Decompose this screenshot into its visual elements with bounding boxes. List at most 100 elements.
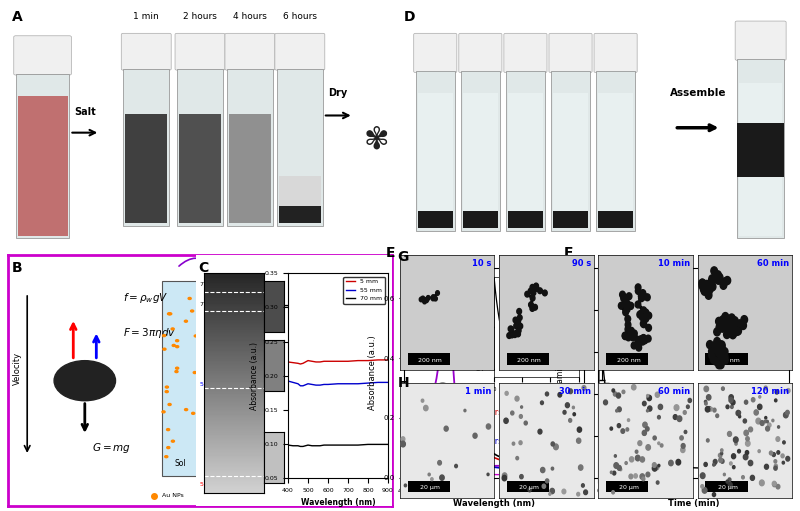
- Circle shape: [686, 405, 690, 408]
- Circle shape: [507, 333, 511, 338]
- 70 mm: [311, 443, 321, 449]
- Text: C: C: [198, 261, 208, 274]
- Circle shape: [528, 288, 533, 294]
- Circle shape: [521, 406, 522, 408]
- Circle shape: [185, 409, 188, 411]
- 55 mm: [296, 383, 306, 389]
- Bar: [737, 59, 784, 238]
- Circle shape: [253, 370, 262, 377]
- Text: 30 min: 30 min: [558, 387, 590, 396]
- Circle shape: [163, 348, 166, 350]
- Circle shape: [729, 398, 733, 403]
- Circle shape: [562, 489, 566, 494]
- Circle shape: [419, 297, 423, 302]
- Circle shape: [722, 313, 729, 320]
- Circle shape: [699, 282, 706, 290]
- FancyBboxPatch shape: [549, 33, 592, 73]
- Circle shape: [486, 424, 490, 429]
- Circle shape: [638, 336, 644, 343]
- Circle shape: [638, 292, 644, 299]
- 70 mm: [298, 444, 308, 450]
- 5 mm: [354, 358, 363, 364]
- Circle shape: [748, 460, 753, 466]
- Bar: [739, 83, 782, 236]
- Circle shape: [764, 420, 766, 423]
- Circle shape: [617, 393, 621, 398]
- Circle shape: [681, 447, 685, 453]
- Circle shape: [308, 336, 320, 344]
- Circle shape: [746, 437, 750, 441]
- Text: 24 hours: 24 hours: [458, 458, 495, 467]
- 55 mm: [293, 381, 302, 387]
- Circle shape: [767, 423, 771, 427]
- Bar: [598, 211, 634, 228]
- FancyBboxPatch shape: [459, 33, 502, 73]
- Circle shape: [424, 405, 428, 411]
- Circle shape: [704, 462, 707, 467]
- Circle shape: [683, 411, 686, 414]
- Circle shape: [765, 416, 766, 419]
- Circle shape: [669, 460, 673, 466]
- 5 mm: [363, 358, 373, 364]
- Bar: [246, 281, 282, 476]
- Circle shape: [516, 318, 521, 324]
- Circle shape: [303, 406, 314, 413]
- Circle shape: [612, 491, 614, 494]
- Circle shape: [760, 421, 764, 426]
- Y-axis label: Absorbance (a.u.): Absorbance (a.u.): [369, 336, 378, 410]
- Circle shape: [710, 407, 713, 411]
- Circle shape: [220, 391, 227, 396]
- Bar: [277, 69, 323, 226]
- FancyBboxPatch shape: [175, 33, 225, 70]
- Circle shape: [705, 402, 707, 405]
- Text: 10 s: 10 s: [472, 259, 491, 268]
- 55 mm: [303, 381, 313, 387]
- Circle shape: [736, 410, 741, 415]
- Circle shape: [674, 414, 678, 420]
- Circle shape: [572, 406, 574, 409]
- Circle shape: [726, 328, 732, 336]
- Bar: [278, 176, 321, 223]
- Circle shape: [530, 295, 535, 301]
- Circle shape: [730, 326, 737, 334]
- Circle shape: [634, 474, 638, 478]
- Circle shape: [637, 339, 642, 346]
- Circle shape: [166, 386, 169, 388]
- Bar: [551, 72, 590, 231]
- Circle shape: [635, 455, 640, 461]
- Circle shape: [626, 428, 629, 431]
- Circle shape: [554, 444, 558, 450]
- Bar: [208, 281, 244, 476]
- Circle shape: [641, 335, 646, 342]
- Text: 10 min: 10 min: [658, 259, 690, 268]
- Circle shape: [637, 311, 642, 318]
- Circle shape: [676, 459, 681, 465]
- Text: 2 hours: 2 hours: [183, 12, 217, 21]
- Circle shape: [734, 328, 740, 335]
- 55 mm: [319, 381, 329, 387]
- Circle shape: [192, 412, 194, 414]
- Circle shape: [704, 386, 709, 391]
- Circle shape: [702, 487, 707, 493]
- Circle shape: [578, 465, 583, 470]
- FancyBboxPatch shape: [275, 33, 325, 70]
- Circle shape: [706, 281, 712, 289]
- Text: F: F: [564, 246, 574, 260]
- Text: G: G: [398, 250, 409, 264]
- Circle shape: [709, 347, 715, 355]
- Circle shape: [266, 318, 275, 324]
- Circle shape: [646, 324, 651, 331]
- 5 mm: [323, 358, 333, 364]
- Circle shape: [706, 291, 712, 299]
- 5 mm: [333, 358, 342, 364]
- Circle shape: [622, 294, 628, 301]
- Circle shape: [504, 418, 508, 424]
- Circle shape: [721, 356, 727, 363]
- Circle shape: [635, 450, 638, 453]
- Circle shape: [519, 441, 522, 445]
- Circle shape: [618, 466, 622, 470]
- Circle shape: [641, 293, 646, 300]
- Circle shape: [223, 379, 230, 384]
- Circle shape: [742, 476, 744, 479]
- Circle shape: [648, 406, 652, 411]
